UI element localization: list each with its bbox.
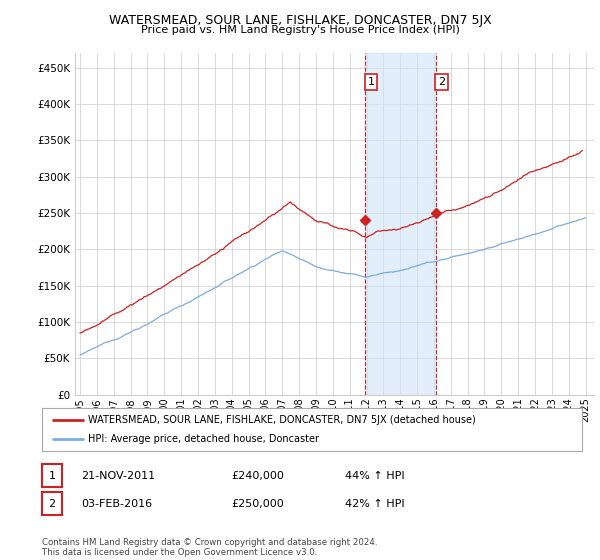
Text: Price paid vs. HM Land Registry's House Price Index (HPI): Price paid vs. HM Land Registry's House … xyxy=(140,25,460,35)
Text: 1: 1 xyxy=(49,470,55,480)
Text: HPI: Average price, detached house, Doncaster: HPI: Average price, detached house, Donc… xyxy=(88,435,319,444)
Text: 03-FEB-2016: 03-FEB-2016 xyxy=(81,499,152,509)
Text: WATERSMEAD, SOUR LANE, FISHLAKE, DONCASTER, DN7 5JX: WATERSMEAD, SOUR LANE, FISHLAKE, DONCAST… xyxy=(109,14,491,27)
Text: WATERSMEAD, SOUR LANE, FISHLAKE, DONCASTER, DN7 5JX (detached house): WATERSMEAD, SOUR LANE, FISHLAKE, DONCAST… xyxy=(88,415,476,424)
Text: 2: 2 xyxy=(49,498,55,508)
Text: Contains HM Land Registry data © Crown copyright and database right 2024.
This d: Contains HM Land Registry data © Crown c… xyxy=(42,538,377,557)
Text: 2: 2 xyxy=(438,77,445,87)
Text: 21-NOV-2011: 21-NOV-2011 xyxy=(81,471,155,481)
Text: £240,000: £240,000 xyxy=(231,471,284,481)
Text: 42% ↑ HPI: 42% ↑ HPI xyxy=(345,499,404,509)
Bar xyxy=(365,53,436,395)
Text: 44% ↑ HPI: 44% ↑ HPI xyxy=(345,471,404,481)
Text: 1: 1 xyxy=(367,77,374,87)
Text: £250,000: £250,000 xyxy=(231,499,284,509)
